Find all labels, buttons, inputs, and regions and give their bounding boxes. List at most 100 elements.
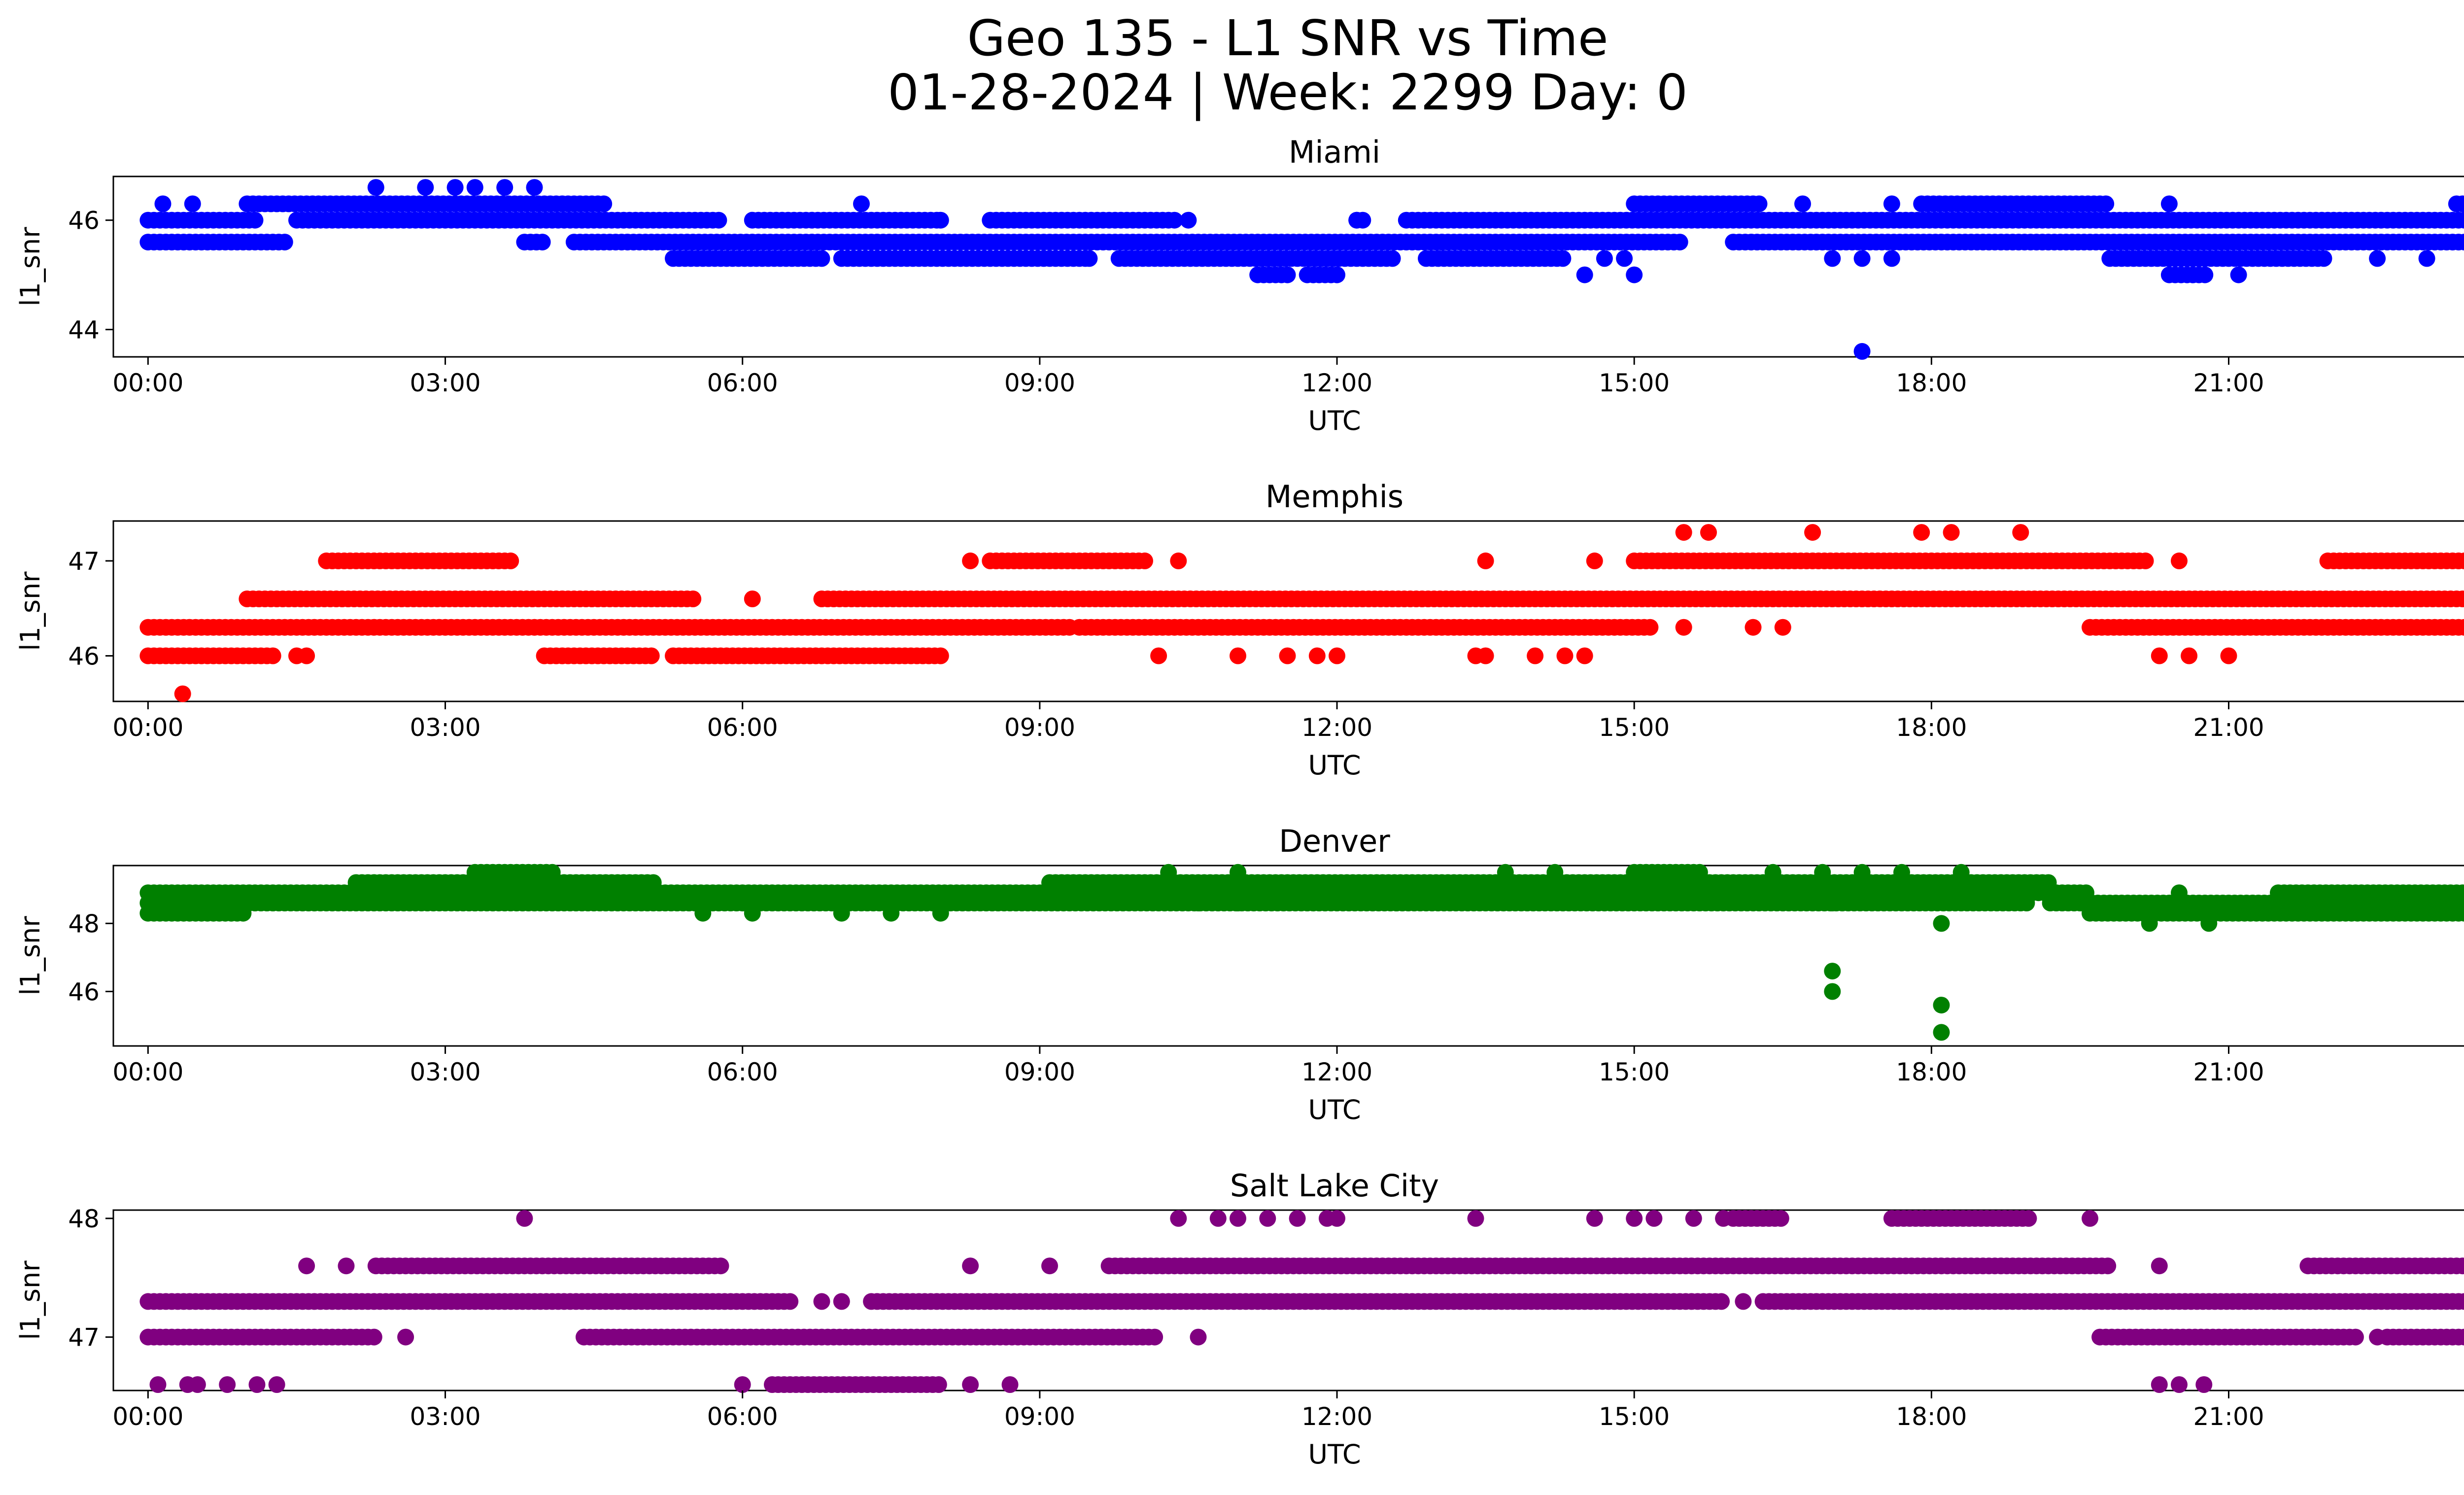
y-axis-label: l1_snr	[15, 916, 46, 996]
data-point	[1893, 864, 1910, 881]
data-point	[466, 179, 483, 196]
data-point	[2460, 885, 2464, 900]
data-point	[1700, 524, 1717, 541]
data-point	[219, 1376, 236, 1393]
x-tick-label: 09:00	[1004, 1402, 1075, 1431]
subplot-title: Denver	[1279, 823, 1390, 859]
data-point	[962, 552, 979, 569]
data-point	[1467, 1210, 1484, 1227]
axes-frame	[112, 865, 2464, 1047]
data-point	[338, 1257, 355, 1275]
data-point	[932, 211, 949, 229]
data-point	[1160, 864, 1177, 881]
data-point	[2171, 1376, 2188, 1393]
data-point	[1824, 983, 1841, 1000]
data-point	[2151, 647, 2168, 664]
data-point	[1190, 1328, 1207, 1346]
data-point	[1824, 963, 1841, 980]
x-axis-label: UTC	[1308, 1439, 1361, 1470]
data-point	[2040, 874, 2057, 891]
data-series	[139, 179, 2464, 360]
data-point	[595, 195, 613, 212]
data-point	[264, 647, 281, 664]
y-axis-label: l1_snr	[15, 571, 46, 651]
y-tick-label: 46	[68, 207, 100, 235]
data-point	[2171, 552, 2188, 569]
data-point	[1952, 864, 1970, 881]
data-series	[139, 524, 2464, 702]
data-point	[365, 1328, 382, 1346]
x-tick-label: 15:00	[1599, 369, 1670, 397]
x-tick-label: 00:00	[112, 1058, 183, 1086]
data-point	[189, 1376, 206, 1393]
data-point	[1883, 195, 1900, 212]
data-point	[2456, 904, 2464, 922]
x-tick-label: 00:00	[112, 369, 183, 397]
axes-frame	[112, 520, 2464, 702]
data-point	[534, 234, 551, 251]
figure-title-line-1: Geo 135 - L1 SNR vs Time	[967, 9, 1608, 67]
subplot-2: Denver 00:00 03:00 06:00 09:00 12:00 15:00 18:0…	[15, 823, 2464, 1125]
data-point	[276, 234, 293, 251]
x-tick-label: 09:00	[1004, 369, 1075, 397]
data-point	[2181, 647, 2198, 664]
data-point	[744, 904, 761, 922]
data-point	[1626, 266, 1643, 283]
data-point	[1554, 250, 1572, 267]
y-axis-label: l1_snr	[15, 227, 46, 307]
data-point	[1279, 647, 1296, 664]
data-point	[2460, 591, 2464, 606]
data-point	[1190, 895, 1207, 911]
data-point	[298, 1257, 315, 1275]
data-point	[1576, 647, 1593, 664]
data-point	[1279, 266, 1296, 283]
data-point	[268, 1376, 285, 1393]
data-point	[2160, 195, 2178, 212]
data-point	[2456, 234, 2464, 251]
data-point	[1180, 211, 1197, 229]
data-point	[466, 895, 483, 911]
data-point	[2456, 1328, 2464, 1346]
x-tick-label: 18:00	[1896, 1402, 1967, 1431]
data-point	[1230, 864, 1246, 881]
data-point	[734, 1376, 751, 1393]
axes-frame	[112, 175, 2464, 358]
data-point	[1685, 1210, 1702, 1227]
data-point	[1527, 647, 1544, 664]
data-point	[1626, 1210, 1643, 1227]
x-tick-label: 06:00	[707, 1402, 778, 1431]
data-point	[1933, 997, 1950, 1014]
data-point	[2462, 622, 2464, 633]
data-point	[184, 195, 201, 212]
data-point	[2462, 237, 2464, 247]
data-point	[1794, 195, 1811, 212]
data-point	[1230, 1210, 1246, 1227]
data-point	[712, 1257, 729, 1275]
data-point	[2462, 214, 2464, 226]
data-point	[710, 211, 727, 229]
data-point	[1477, 647, 1494, 664]
data-point	[2462, 1296, 2464, 1307]
data-point	[833, 904, 850, 922]
x-tick-label: 12:00	[1301, 713, 1372, 742]
x-axis-label: UTC	[1308, 405, 1361, 436]
data-point	[544, 864, 561, 881]
data-point	[516, 1210, 533, 1227]
x-tick-label: 03:00	[410, 713, 480, 742]
data-point	[1824, 895, 1841, 911]
data-point	[2462, 556, 2464, 566]
data-point	[298, 647, 315, 664]
data-point	[526, 179, 543, 196]
data-point	[2200, 915, 2218, 932]
data-point	[1497, 864, 1514, 881]
data-point	[1259, 1210, 1276, 1227]
data-point	[1308, 647, 1326, 664]
x-tick-label: 03:00	[410, 1058, 480, 1086]
data-point	[1329, 647, 1345, 664]
x-tick-label: 15:00	[1599, 1402, 1670, 1431]
data-point	[2137, 552, 2154, 569]
data-point	[1824, 250, 1841, 267]
y-tick-label: 48	[68, 1205, 100, 1233]
data-point	[1001, 1376, 1019, 1393]
x-tick-label: 12:00	[1301, 1402, 1372, 1431]
